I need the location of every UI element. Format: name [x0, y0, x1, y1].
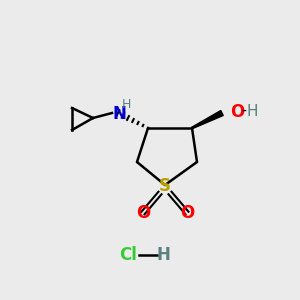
- Text: O: O: [180, 204, 194, 222]
- Text: Cl: Cl: [119, 246, 137, 264]
- Text: H: H: [247, 104, 259, 119]
- Text: O: O: [136, 204, 150, 222]
- Text: N: N: [112, 105, 126, 123]
- Polygon shape: [192, 110, 223, 129]
- Text: S: S: [159, 177, 171, 195]
- Text: H: H: [121, 98, 131, 110]
- Text: H: H: [156, 246, 170, 264]
- Text: O: O: [230, 103, 244, 121]
- Text: -: -: [241, 105, 246, 119]
